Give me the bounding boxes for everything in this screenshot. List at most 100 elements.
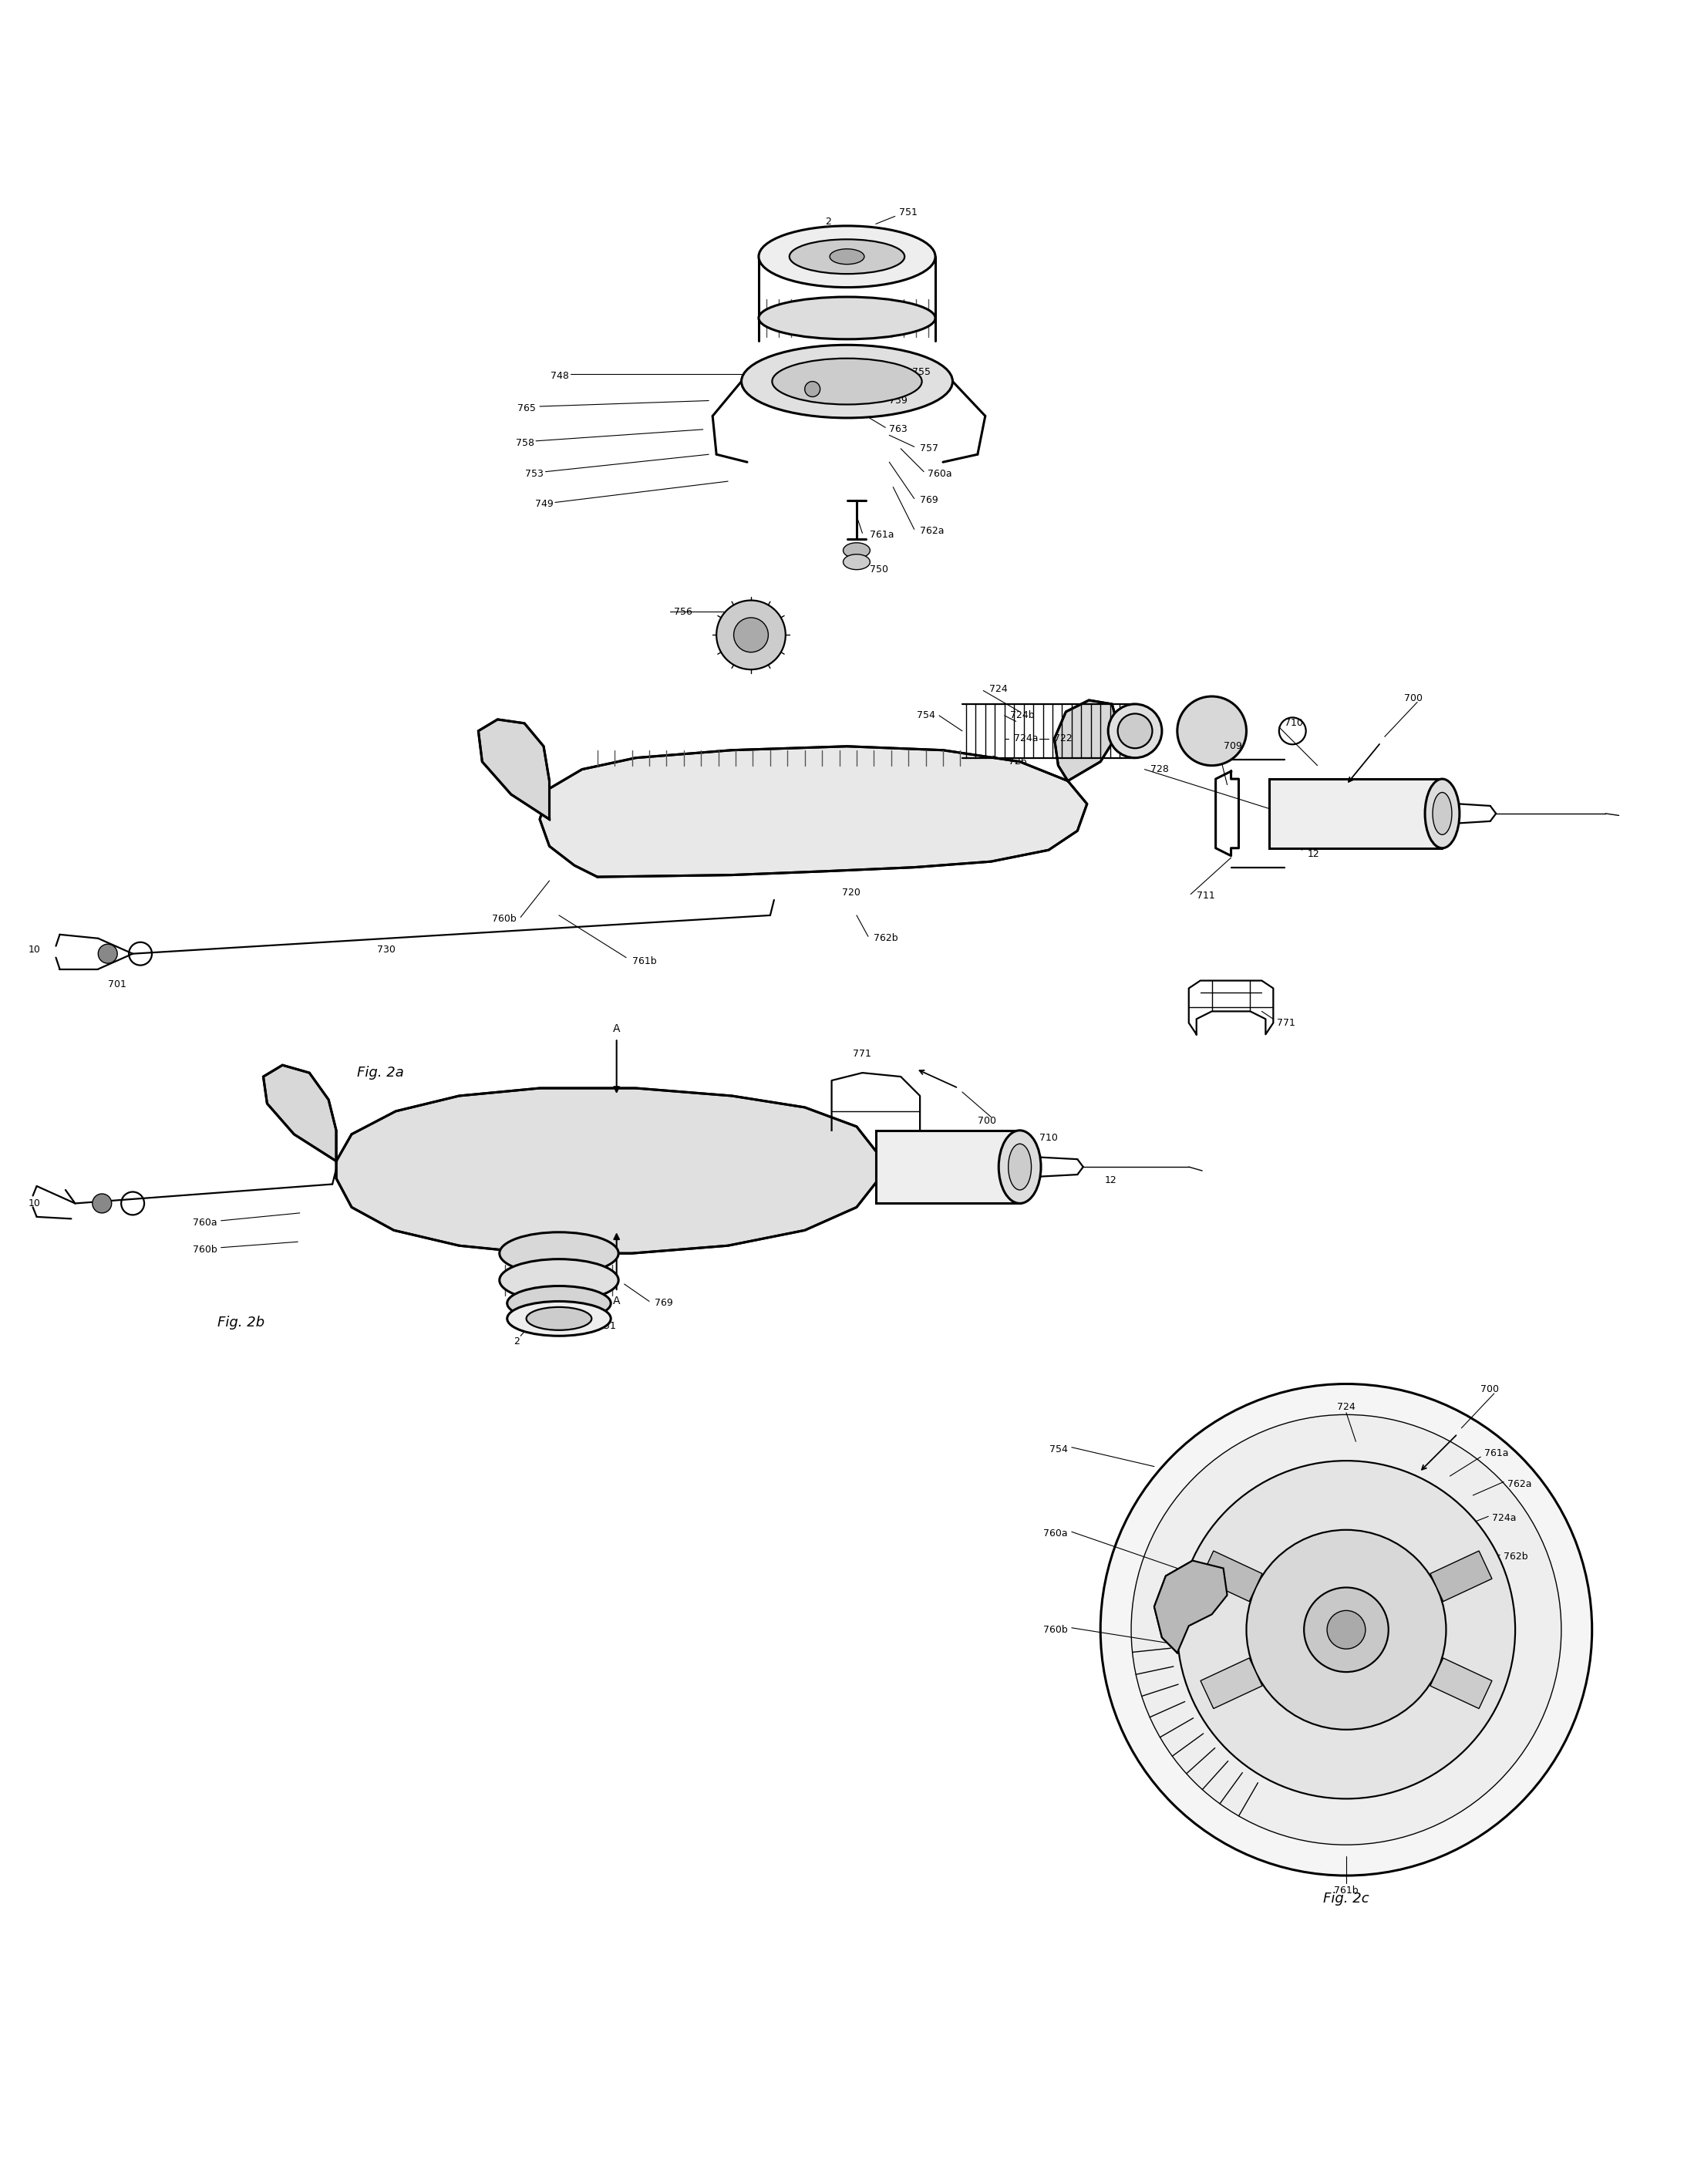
Text: 759: 759 (889, 395, 908, 406)
Polygon shape (1054, 701, 1120, 782)
Text: 760b: 760b (193, 1245, 217, 1254)
Text: 771: 771 (1277, 1018, 1296, 1029)
Text: 10: 10 (29, 946, 41, 954)
Text: 726: 726 (1008, 756, 1027, 767)
Ellipse shape (500, 1232, 618, 1275)
Text: 12: 12 (1308, 850, 1320, 858)
FancyBboxPatch shape (1430, 1551, 1492, 1601)
Text: 724a: 724a (1015, 734, 1038, 743)
Ellipse shape (742, 345, 952, 417)
Text: 762b: 762b (874, 933, 898, 943)
Text: 762a: 762a (1508, 1479, 1531, 1489)
Circle shape (1101, 1385, 1592, 1876)
Text: 722: 722 (1054, 734, 1072, 743)
Text: 700: 700 (1404, 692, 1423, 703)
Polygon shape (1154, 1562, 1226, 1653)
Text: 728: 728 (1150, 764, 1169, 775)
Text: 700: 700 (1481, 1385, 1499, 1396)
Circle shape (1304, 1588, 1389, 1673)
Text: 751: 751 (900, 207, 916, 218)
Text: 753: 753 (525, 470, 544, 478)
Polygon shape (1269, 780, 1442, 847)
Text: 754: 754 (1049, 1444, 1067, 1455)
Ellipse shape (844, 555, 871, 570)
Text: 749: 749 (535, 500, 554, 509)
Text: 751: 751 (598, 1321, 617, 1332)
Text: 760a: 760a (193, 1216, 217, 1227)
Ellipse shape (507, 1286, 612, 1321)
Polygon shape (478, 719, 549, 819)
Text: 724: 724 (1337, 1402, 1355, 1413)
Text: 762a: 762a (920, 526, 944, 537)
Ellipse shape (1118, 714, 1152, 749)
Ellipse shape (759, 297, 935, 339)
Text: 710: 710 (1038, 1133, 1057, 1142)
Polygon shape (335, 1088, 877, 1254)
Text: 760a: 760a (928, 470, 952, 478)
Ellipse shape (507, 1302, 612, 1337)
Text: 756: 756 (674, 607, 693, 616)
Circle shape (734, 618, 769, 653)
Ellipse shape (789, 240, 905, 273)
Text: 709: 709 (1223, 740, 1242, 751)
Text: Fig. 2a: Fig. 2a (357, 1066, 405, 1079)
Circle shape (1177, 1461, 1514, 1800)
Text: 771: 771 (854, 1048, 872, 1059)
FancyBboxPatch shape (1201, 1551, 1262, 1601)
Circle shape (1247, 1529, 1447, 1730)
Text: 763: 763 (889, 424, 908, 435)
Text: A: A (613, 1024, 620, 1033)
Text: 757: 757 (920, 443, 938, 454)
Text: 724b: 724b (1010, 710, 1035, 721)
Text: 701: 701 (108, 978, 127, 989)
Polygon shape (876, 1131, 1020, 1203)
Ellipse shape (1425, 780, 1460, 847)
Text: 760b: 760b (1044, 1625, 1067, 1636)
Text: 758: 758 (515, 437, 534, 448)
Polygon shape (540, 747, 1088, 878)
Ellipse shape (1108, 703, 1162, 758)
Circle shape (1132, 1415, 1562, 1845)
Text: 2: 2 (825, 216, 830, 227)
Circle shape (717, 601, 786, 670)
Ellipse shape (1008, 1144, 1032, 1190)
Text: 761a: 761a (871, 531, 894, 539)
Text: 710: 710 (1284, 719, 1303, 727)
Text: 700: 700 (977, 1116, 996, 1125)
Text: 761b: 761b (1335, 1887, 1359, 1896)
Ellipse shape (500, 1260, 618, 1302)
Text: 765: 765 (518, 404, 535, 413)
Text: 760a: 760a (1044, 1529, 1067, 1540)
Text: 724: 724 (989, 684, 1008, 695)
Polygon shape (263, 1066, 335, 1162)
Text: 724a: 724a (1492, 1514, 1516, 1524)
Text: Fig. 2c: Fig. 2c (1323, 1891, 1369, 1904)
Text: 761a: 761a (1484, 1448, 1509, 1459)
Text: 10: 10 (29, 1199, 41, 1208)
Text: 711: 711 (1196, 891, 1215, 902)
Text: 762b: 762b (1504, 1553, 1528, 1562)
Text: 769: 769 (920, 496, 938, 505)
Circle shape (805, 382, 820, 397)
Circle shape (98, 943, 117, 963)
Ellipse shape (527, 1306, 591, 1330)
Text: 760b: 760b (493, 915, 517, 924)
Circle shape (1326, 1610, 1365, 1649)
Circle shape (1177, 697, 1247, 767)
Text: 2: 2 (513, 1337, 520, 1348)
Text: 748: 748 (551, 371, 569, 380)
Ellipse shape (1433, 793, 1452, 834)
Ellipse shape (759, 225, 935, 288)
Text: 720: 720 (842, 887, 861, 898)
Ellipse shape (999, 1131, 1040, 1203)
Text: A: A (613, 1295, 620, 1306)
Text: Fig. 2b: Fig. 2b (217, 1315, 264, 1330)
Text: 730: 730 (378, 946, 395, 954)
Ellipse shape (830, 249, 864, 264)
FancyBboxPatch shape (1430, 1658, 1492, 1708)
Text: 12: 12 (1104, 1175, 1116, 1186)
FancyBboxPatch shape (1201, 1658, 1262, 1708)
Circle shape (93, 1195, 112, 1212)
Text: 761b: 761b (632, 957, 656, 968)
Ellipse shape (772, 358, 922, 404)
